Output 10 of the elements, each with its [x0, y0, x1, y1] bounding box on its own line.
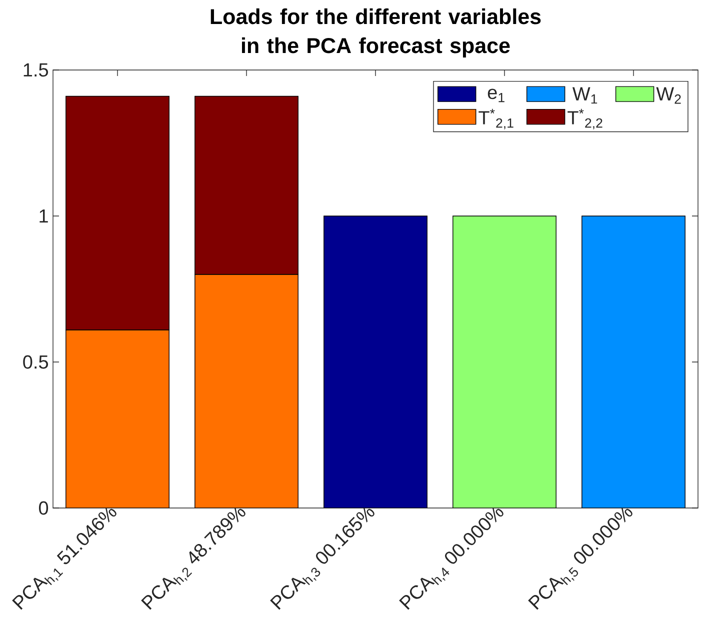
- y-tick-label: 1.5: [24, 63, 48, 77]
- legend-label: T$^{*}$2,1: [478, 108, 514, 130]
- y-tick-label: 0: [38, 501, 48, 515]
- y-tick-label: 0.5: [23, 355, 48, 369]
- legend-label: W$_{2}$: [656, 87, 681, 104]
- y-tick-label: 1: [40, 209, 48, 223]
- legend-label: T$^{*}$2,2: [568, 108, 602, 130]
- legend-label: W$_{1}$: [572, 87, 598, 104]
- chart-title: Loads for the different variables in the PCA forecast space: [210, 8, 541, 58]
- legend-label: e$_{1}$: [488, 88, 504, 102]
